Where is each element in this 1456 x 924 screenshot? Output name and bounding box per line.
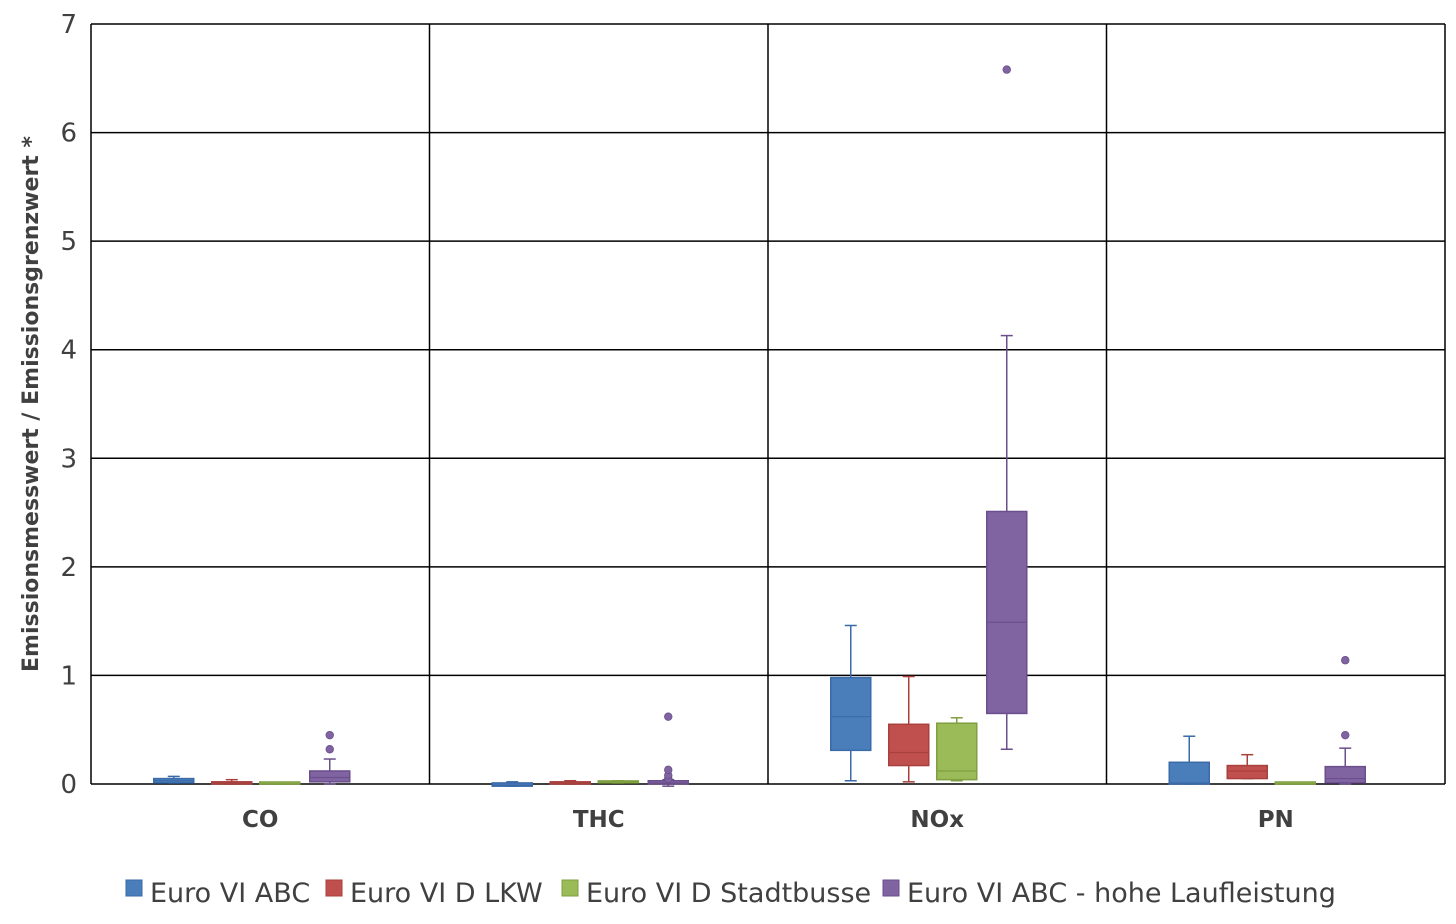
box-body: [1324, 765, 1366, 784]
box-nox-series-0: [830, 624, 872, 782]
y-tick-4: 4: [60, 336, 77, 366]
y-tick-2: 2: [60, 553, 77, 583]
box-thc-series-0: [491, 781, 533, 787]
y-tick-7: 7: [60, 10, 77, 40]
box-pn-series-0: [1168, 735, 1210, 785]
outlier-point-1: [325, 730, 334, 740]
box-thc-series-2: [597, 779, 639, 784]
outlier-point-0: [1002, 65, 1011, 74]
outlier-point-1: [1341, 656, 1350, 665]
box-co-series-3: [309, 730, 351, 785]
outlier-point-2: [664, 765, 673, 775]
legend-item-0: Euro VI ABC: [125, 878, 310, 909]
outlier-point-3: [664, 712, 673, 721]
box-series: [153, 65, 1366, 787]
box-thc-series-1: [549, 779, 591, 785]
legend-swatch-1: [325, 879, 343, 897]
box-body: [936, 722, 978, 781]
legend-label-0: Euro VI ABC: [150, 878, 310, 909]
category-label-co: CO: [242, 807, 278, 833]
y-tick-0: 0: [60, 770, 77, 800]
y-tick-labels: 0 1 2 3 4 5 6 7: [60, 10, 77, 800]
y-tick-5: 5: [60, 227, 77, 257]
legend-item-1: Euro VI D LKW: [325, 878, 543, 909]
box-co-series-2: [259, 781, 301, 785]
box-thc-series-3: [647, 712, 689, 787]
legend-swatch-0: [125, 879, 143, 897]
category-labels: CO THC NOx PN: [242, 807, 1294, 833]
box-body: [1168, 761, 1210, 785]
y-tick-6: 6: [60, 119, 77, 149]
legend-swatch-3: [882, 879, 900, 897]
legend-item-2: Euro VI D Stadtbusse: [561, 878, 871, 909]
category-label-nox: NOx: [910, 807, 964, 833]
box-pn-series-1: [1226, 753, 1268, 780]
legend-label-3: Euro VI ABC - hohe Laufleistung: [907, 878, 1336, 909]
box-pn-series-3: [1324, 656, 1366, 785]
legend-label-2: Euro VI D Stadtbusse: [586, 878, 871, 909]
y-axis-label: Emissionsmesswert / Emissionsgrenzwert *: [19, 136, 44, 672]
y-tick-1: 1: [60, 661, 77, 691]
box-co-series-0: [153, 775, 195, 784]
box-nox-series-2: [936, 717, 978, 782]
legend-swatch-2: [561, 879, 579, 897]
outlier-point-0: [1341, 730, 1350, 740]
legend-item-3: Euro VI ABC - hohe Laufleistung: [882, 878, 1336, 909]
grid-lines: [90, 23, 1446, 785]
category-label-thc: THC: [573, 807, 625, 833]
category-label-pn: PN: [1258, 807, 1294, 833]
series-1: [211, 675, 1268, 785]
box-co-series-1: [211, 778, 253, 785]
series-2: [259, 717, 1316, 785]
box-pn-series-2: [1274, 781, 1316, 785]
legend: Euro VI ABC Euro VI D LKW Euro VI D Stadtb…: [125, 878, 1336, 909]
box-nox-series-3: [986, 65, 1028, 751]
box-body: [1226, 764, 1268, 780]
box-body: [888, 723, 930, 767]
y-tick-3: 3: [60, 444, 77, 474]
box-body: [830, 676, 872, 752]
box-body: [986, 510, 1028, 715]
box-body: [309, 770, 351, 783]
series-3: [309, 65, 1366, 787]
legend-label-1: Euro VI D LKW: [350, 878, 543, 909]
box-nox-series-1: [888, 675, 930, 783]
series-0: [153, 624, 1210, 787]
outlier-point-0: [325, 745, 334, 754]
